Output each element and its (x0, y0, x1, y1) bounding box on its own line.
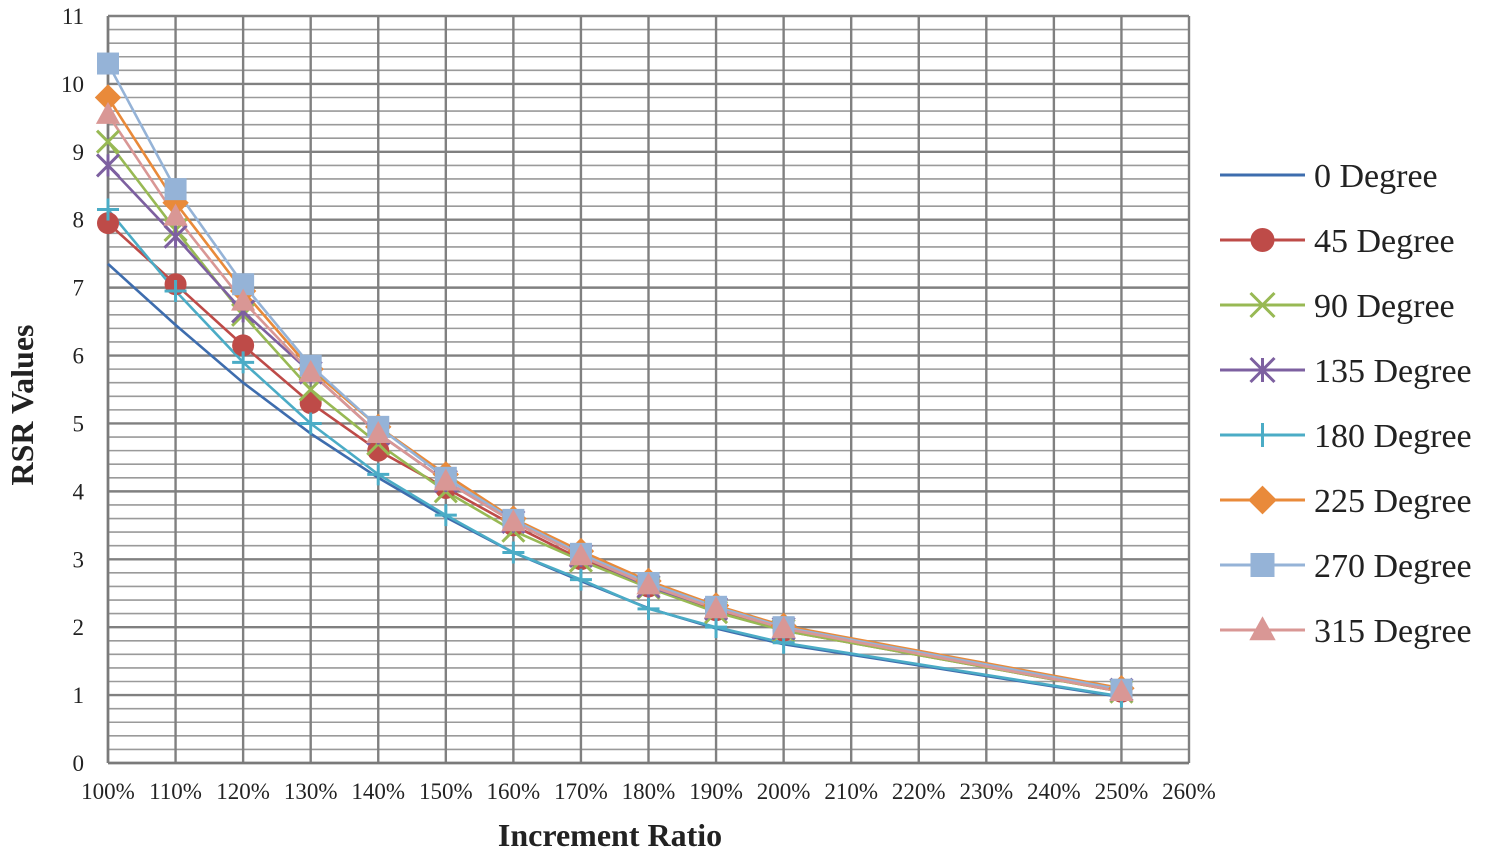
data-point-180-degree (164, 280, 187, 303)
legend-label-270-degree: 270 Degree (1314, 548, 1472, 585)
legend-label-315-degree: 315 Degree (1314, 613, 1472, 650)
y-tick-label: 8 (73, 208, 85, 233)
legend: 0 Degree 45 Degree 90 Degree 135 Degree 180 … (1220, 158, 1472, 650)
data-point-315-degree (703, 596, 729, 619)
legend-marker-225-degree (1248, 485, 1277, 515)
y-tick-label: 4 (73, 479, 85, 504)
y-tick-label: 2 (73, 615, 85, 640)
x-tick-label: 200% (757, 779, 811, 804)
legend-marker-135-degree (1249, 356, 1276, 384)
data-point-315-degree (231, 288, 256, 311)
x-tick-label: 150% (419, 779, 473, 804)
x-tick-label: 260% (1162, 779, 1216, 804)
y-tick-label: 5 (73, 411, 85, 436)
x-tick-label: 190% (689, 779, 743, 804)
x-tick-label: 230% (959, 779, 1013, 804)
data-point-90-degree (298, 377, 323, 402)
data-point-45-degree (367, 439, 390, 462)
data-point-45-degree (299, 392, 322, 415)
x-tick-label: 120% (216, 779, 270, 804)
series-line-180-degree (106, 208, 1122, 698)
data-point-135-degree (95, 153, 121, 178)
data-point-270-degree (164, 178, 187, 201)
data-point-270-degree (97, 52, 119, 75)
legend-marker-45-degree (1250, 228, 1275, 252)
legend-label-90-degree: 90 Degree (1314, 288, 1455, 325)
data-point-315-degree (501, 509, 526, 532)
series-line-270-degree (106, 62, 1122, 691)
data-point-180-degree (232, 351, 255, 374)
data-point-270-degree (232, 273, 255, 296)
data-point-315-degree (771, 615, 796, 638)
data-point-225-degree (162, 189, 189, 216)
series-line-315-degree (106, 113, 1122, 693)
data-point-45-degree (97, 212, 119, 235)
y-axis-title: RSR Values (4, 325, 40, 486)
data-point-315-degree (568, 543, 594, 566)
x-tick-label: 130% (284, 779, 338, 804)
legend-marker-90-degree (1249, 291, 1276, 319)
data-point-180-degree (299, 412, 322, 435)
y-tick-label: 0 (73, 751, 85, 776)
y-tick-label: 11 (62, 4, 84, 29)
data-point-315-degree (163, 203, 188, 226)
data-point-180-degree (705, 616, 728, 639)
data-point-315-degree (1109, 679, 1134, 702)
data-point-225-degree (94, 84, 122, 111)
y-tick-label: 7 (73, 276, 85, 301)
data-point-180-degree (502, 541, 525, 564)
legend-label-135-degree: 135 Degree (1314, 353, 1472, 390)
x-tick-label: 140% (351, 779, 405, 804)
data-point-180-degree (97, 198, 119, 221)
series-line-45-degree (107, 222, 1122, 693)
y-tick-label: 10 (61, 72, 84, 97)
x-tick-label: 180% (622, 779, 676, 804)
x-tick-label: 250% (1095, 779, 1149, 804)
data-point-180-degree (367, 463, 390, 486)
y-tick-label: 6 (73, 344, 85, 369)
data-point-90-degree (95, 129, 121, 154)
legend-label-180-degree: 180 Degree (1314, 418, 1472, 455)
x-tick-label: 160% (487, 779, 541, 804)
x-tick-label: 110% (149, 779, 202, 804)
y-tick-label: 3 (73, 547, 85, 572)
x-tick-labels: 100% 110% 120% 130% 140% 150% 160% 170% 180% 190%… (81, 779, 1216, 804)
data-point-135-degree (163, 224, 188, 249)
plot-grid (106, 14, 1191, 765)
legend-marker-180-degree (1250, 423, 1275, 447)
x-axis-title: Increment Ratio (498, 817, 722, 853)
data-point-315-degree (636, 572, 661, 595)
series-markers (94, 52, 1135, 708)
y-tick-label: 9 (73, 140, 85, 165)
legend-marker-315-degree (1249, 616, 1276, 641)
data-point-315-degree (95, 101, 121, 124)
legend-marker-270-degree (1250, 553, 1275, 577)
data-point-45-degree (232, 334, 255, 357)
data-point-180-degree (637, 597, 660, 620)
x-tick-label: 100% (81, 779, 135, 804)
series-line-90-degree (106, 140, 1122, 693)
legend-label-45-degree: 45 Degree (1314, 223, 1455, 260)
x-tick-label: 220% (892, 779, 946, 804)
series-lines (106, 62, 1122, 699)
data-point-180-degree (434, 504, 457, 527)
data-point-315-degree (298, 359, 323, 382)
legend-label-0-degree: 0 Degree (1314, 158, 1438, 195)
y-tick-label: 1 (73, 683, 85, 708)
data-point-315-degree (366, 420, 391, 443)
x-tick-label: 240% (1027, 779, 1081, 804)
legend-label-225-degree: 225 Degree (1314, 483, 1472, 520)
x-tick-label: 210% (824, 779, 878, 804)
series-line-135-degree (107, 164, 1122, 691)
x-tick-label: 170% (554, 779, 608, 804)
y-tick-labels: 0 1 2 3 4 5 6 7 8 9 10 11 (61, 4, 85, 776)
data-point-315-degree (433, 468, 458, 491)
data-point-180-degree (569, 568, 592, 591)
